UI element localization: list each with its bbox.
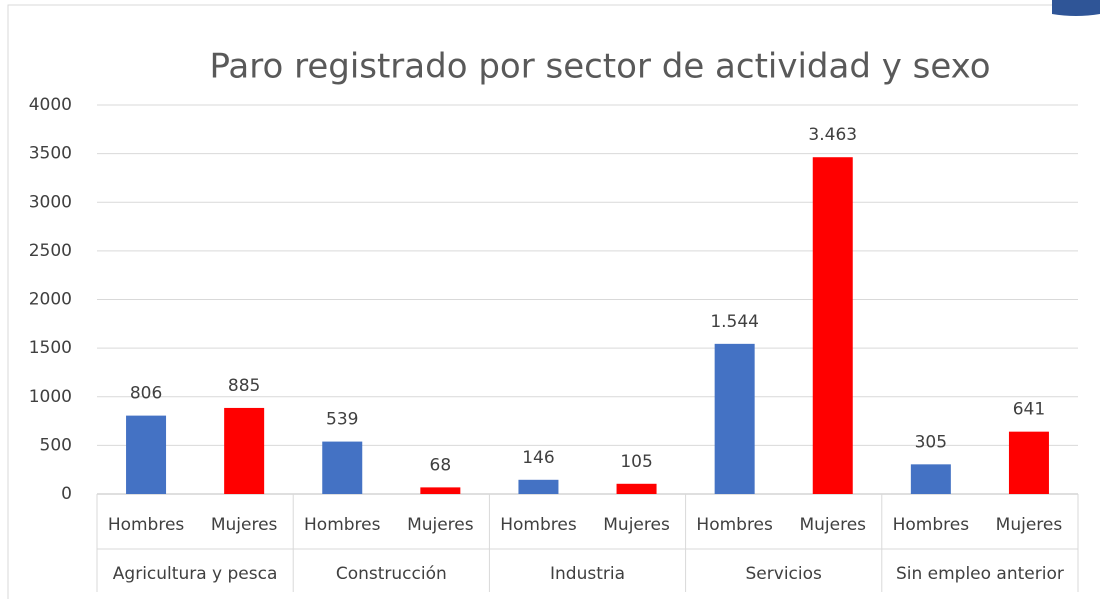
x-tick-label: Hombres xyxy=(304,515,381,535)
y-tick-label: 500 xyxy=(40,435,72,455)
corner-decoration xyxy=(1052,0,1100,16)
y-tick-label: 2000 xyxy=(29,290,72,310)
x-tick-label: Mujeres xyxy=(211,515,278,535)
bar xyxy=(518,479,559,494)
chart-title: Paro registrado por sector de actividad … xyxy=(209,47,990,87)
x-tick-label: Hombres xyxy=(893,515,970,535)
bar xyxy=(322,441,363,494)
data-label: 105 xyxy=(620,452,652,472)
bar xyxy=(910,464,951,494)
x-tick-label: Mujeres xyxy=(603,515,670,535)
bar xyxy=(616,483,657,494)
x-group-label: Sin empleo anterior xyxy=(896,564,1064,584)
x-tick-label: Hombres xyxy=(108,515,185,535)
data-label: 1.544 xyxy=(710,312,759,332)
y-tick-label: 2500 xyxy=(29,241,72,261)
bar xyxy=(714,343,755,494)
bar xyxy=(224,407,265,494)
bar xyxy=(126,415,167,494)
x-tick-label: Hombres xyxy=(500,515,577,535)
data-label: 68 xyxy=(430,455,452,475)
data-label: 539 xyxy=(326,410,358,430)
bar xyxy=(420,487,461,494)
data-label: 641 xyxy=(1013,400,1045,420)
x-group-label: Construcción xyxy=(336,564,447,584)
x-tick-label: Hombres xyxy=(696,515,773,535)
data-label: 3.463 xyxy=(808,125,857,145)
y-tick-label: 3000 xyxy=(29,192,72,212)
chart-frame xyxy=(7,4,1100,599)
y-tick-label: 0 xyxy=(61,484,72,504)
data-label: 885 xyxy=(228,376,260,396)
data-label: 146 xyxy=(522,448,554,468)
y-tick-label: 1000 xyxy=(29,387,72,407)
y-tick-label: 4000 xyxy=(29,95,72,115)
bar xyxy=(812,157,853,494)
x-tick-label: Mujeres xyxy=(799,515,866,535)
x-group-label: Agricultura y pesca xyxy=(113,564,278,584)
bar xyxy=(1008,431,1049,494)
x-tick-label: Mujeres xyxy=(407,515,474,535)
data-label: 305 xyxy=(915,432,947,452)
x-group-label: Servicios xyxy=(746,564,822,584)
x-group-label: Industria xyxy=(550,564,625,584)
x-tick-label: Mujeres xyxy=(996,515,1063,535)
data-label: 806 xyxy=(130,384,162,404)
y-tick-label: 1500 xyxy=(29,338,72,358)
y-tick-label: 3500 xyxy=(29,144,72,164)
